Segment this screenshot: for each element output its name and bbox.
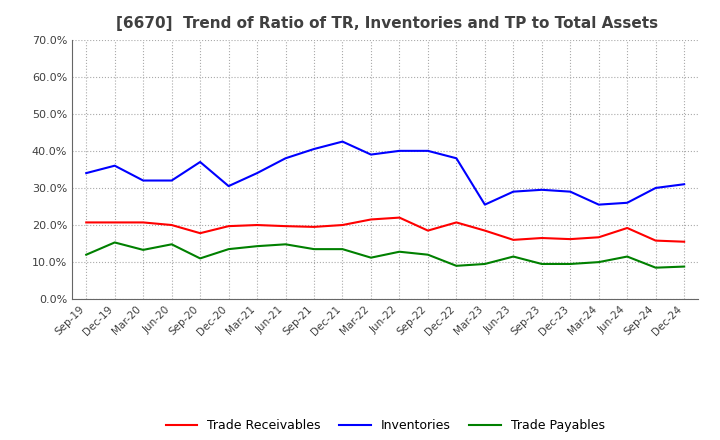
Inventories	[82, 170, 91, 176]
Trade Receivables	[366, 217, 375, 222]
Trade Receivables	[452, 220, 461, 225]
Trade Receivables	[566, 236, 575, 242]
Inventories	[680, 182, 688, 187]
Trade Receivables	[652, 238, 660, 243]
Trade Receivables	[480, 228, 489, 233]
Trade Payables	[423, 252, 432, 257]
Trade Receivables	[110, 220, 119, 225]
Trade Receivables	[338, 222, 347, 227]
Trade Payables	[366, 255, 375, 260]
Trade Payables	[509, 254, 518, 259]
Inventories	[282, 156, 290, 161]
Trade Receivables	[595, 235, 603, 240]
Trade Payables	[395, 249, 404, 254]
Inventories	[338, 139, 347, 144]
Trade Payables	[225, 246, 233, 252]
Inventories	[652, 185, 660, 191]
Trade Payables	[310, 246, 318, 252]
Trade Payables	[566, 261, 575, 267]
Inventories	[537, 187, 546, 192]
Inventories	[480, 202, 489, 207]
Trade Receivables	[623, 225, 631, 231]
Trade Receivables	[310, 224, 318, 230]
Inventories	[623, 200, 631, 205]
Inventories	[509, 189, 518, 194]
Inventories	[225, 183, 233, 189]
Line: Inventories: Inventories	[86, 142, 684, 205]
Trade Receivables	[253, 222, 261, 227]
Trade Receivables	[82, 220, 91, 225]
Trade Receivables	[225, 224, 233, 229]
Text: [6670]  Trend of Ratio of TR, Inventories and TP to Total Assets: [6670] Trend of Ratio of TR, Inventories…	[116, 16, 658, 32]
Trade Receivables	[509, 237, 518, 242]
Trade Receivables	[282, 224, 290, 229]
Trade Receivables	[680, 239, 688, 244]
Inventories	[595, 202, 603, 207]
Trade Payables	[623, 254, 631, 259]
Inventories	[253, 170, 261, 176]
Trade Payables	[338, 246, 347, 252]
Trade Payables	[167, 242, 176, 247]
Inventories	[139, 178, 148, 183]
Inventories	[423, 148, 432, 154]
Trade Payables	[652, 265, 660, 270]
Inventories	[566, 189, 575, 194]
Trade Payables	[110, 240, 119, 245]
Trade Receivables	[139, 220, 148, 225]
Trade Payables	[282, 242, 290, 247]
Trade Receivables	[167, 222, 176, 227]
Inventories	[310, 147, 318, 152]
Inventories	[395, 148, 404, 154]
Trade Payables	[196, 256, 204, 261]
Trade Payables	[537, 261, 546, 267]
Legend: Trade Receivables, Inventories, Trade Payables: Trade Receivables, Inventories, Trade Pa…	[161, 414, 610, 437]
Inventories	[167, 178, 176, 183]
Trade Payables	[253, 243, 261, 249]
Trade Payables	[480, 261, 489, 267]
Trade Payables	[452, 263, 461, 268]
Trade Payables	[82, 252, 91, 257]
Trade Payables	[680, 264, 688, 269]
Inventories	[452, 156, 461, 161]
Inventories	[366, 152, 375, 157]
Trade Receivables	[423, 228, 432, 233]
Inventories	[110, 163, 119, 169]
Inventories	[196, 159, 204, 165]
Trade Receivables	[537, 235, 546, 241]
Line: Trade Receivables: Trade Receivables	[86, 218, 684, 242]
Line: Trade Payables: Trade Payables	[86, 242, 684, 268]
Trade Receivables	[395, 215, 404, 220]
Trade Payables	[139, 247, 148, 253]
Trade Payables	[595, 260, 603, 265]
Trade Receivables	[196, 231, 204, 236]
